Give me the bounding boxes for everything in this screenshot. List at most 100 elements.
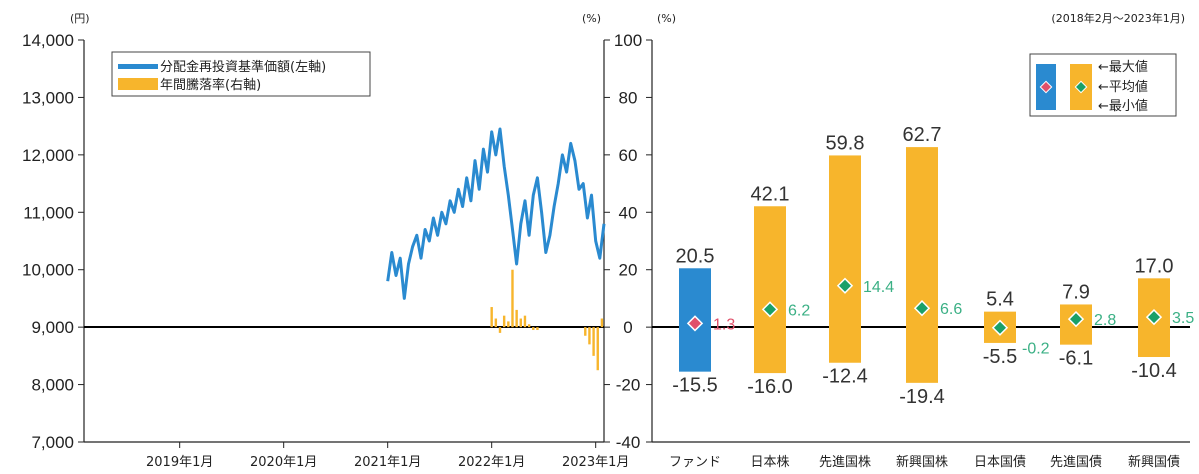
right-unit-label: (%) [582, 12, 601, 25]
left-chart: (円) (%) 14,000 13,000 12,000 11,000 10,000 9,… [22, 12, 652, 470]
return-bar [511, 269, 514, 328]
min-value-label: -6.1 [1059, 348, 1093, 370]
return-bar [536, 327, 539, 331]
left-x-tick-label: 2019年1月 [146, 455, 213, 470]
return-bar [527, 324, 531, 328]
legend-return-label: 年間騰落率(右軸) [160, 77, 261, 93]
return-bar [523, 315, 527, 328]
category-label: 日本国債 [974, 455, 1026, 470]
right-chart: (%) (2018年2月～2023年1月) ファンド 日本株 先進国株 新興国株 日本国… [651, 11, 1194, 470]
legend-nav-swatch [118, 64, 158, 69]
return-bar [515, 309, 518, 328]
return-bar [532, 327, 535, 331]
min-value-label: -15.5 [672, 375, 718, 397]
left-y-tick-label: 10,000 [22, 261, 74, 280]
return-bar [502, 315, 506, 328]
mid-y-tick-label: 80 [619, 88, 638, 107]
left-y-ticks: 14,000 13,000 12,000 11,000 10,000 9,000 8,000… [22, 31, 84, 452]
period-note: (2018年2月～2023年1月) [1051, 11, 1185, 25]
avg-value-label: -0.2 [1022, 341, 1050, 358]
legend-max-label: ←最大値 [1098, 59, 1148, 75]
min-value-label: -16.0 [747, 376, 793, 398]
legend-min-text: 最小値 [1109, 98, 1148, 114]
return-bar [596, 327, 599, 371]
min-value-label: -10.4 [1131, 360, 1177, 382]
mid-y-tick-label: 0 [623, 318, 632, 337]
mid-y-tick-label: -20 [616, 376, 641, 395]
return-bar [507, 321, 510, 328]
min-value-label: -12.4 [822, 366, 868, 388]
max-value-label: 42.1 [751, 183, 790, 205]
left-x-tick-label: 2022年1月 [458, 455, 525, 470]
max-value-label: 20.5 [676, 245, 715, 267]
max-value-label: 7.9 [1062, 281, 1090, 303]
left-unit-label: (円) [70, 12, 90, 25]
left-x-tick-label: 2021年1月 [354, 455, 421, 470]
legend-avg-label: ←平均値 [1098, 79, 1148, 95]
left-y-tick-label: 9,000 [31, 318, 74, 337]
mid-y-ticks: 100 80 60 40 20 0 -20 -40 [604, 31, 652, 452]
mid-y-tick-label: 40 [619, 203, 638, 222]
left-x-ticks: 2019年1月 2020年1月 2021年1月 2022年1月 2023年1月 [146, 442, 629, 470]
legend-min-arrow: ← [1098, 99, 1109, 114]
legend-nav-label: 分配金再投資基準価額(左軸) [160, 59, 326, 75]
left-y-tick-label: 8,000 [31, 376, 74, 395]
max-value-label: 17.0 [1135, 255, 1174, 277]
avg-marker [913, 300, 931, 317]
legend-asset-avg-marker [1074, 80, 1088, 94]
avg-value-label: 6.2 [788, 302, 810, 319]
avg-marker [836, 277, 854, 294]
mid-y-tick-label: 60 [619, 146, 638, 165]
category-label: 新興国債 [1128, 454, 1180, 470]
left-y-tick-label: 14,000 [22, 31, 74, 50]
legend-max-arrow: ← [1098, 60, 1109, 75]
left-y-tick-label: 12,000 [22, 146, 74, 165]
return-bar [494, 318, 498, 328]
range-bar [906, 147, 938, 383]
range-bar [754, 206, 786, 374]
min-value-label: -19.4 [899, 386, 945, 408]
avg-value-label: 6.6 [940, 301, 962, 318]
min-value-label: -5.5 [983, 346, 1017, 368]
return-bar [498, 327, 502, 333]
avg-value-label: 3.5 [1172, 310, 1194, 327]
mid-y-tick-label: 100 [614, 31, 642, 50]
avg-marker [991, 319, 1009, 336]
left-y-tick-label: 13,000 [22, 88, 74, 107]
left-y-tick-label: 7,000 [31, 433, 74, 452]
right-chart-unit: (%) [657, 12, 676, 25]
legend-max-text: 最大値 [1109, 59, 1148, 75]
nav-line-series [386, 127, 606, 300]
left-y-tick-label: 11,000 [23, 203, 74, 222]
return-bar [519, 318, 522, 328]
avg-marker [1145, 308, 1163, 326]
left-x-tick-label: 2023年1月 [562, 455, 629, 470]
legend-fund-avg-marker [1039, 80, 1053, 94]
max-value-label: 5.4 [986, 289, 1014, 311]
range-bars: 20.5 -15.5 1.3 42.1 -16.0 6.2 59.8 -12.4 14.4 62.… [672, 124, 1194, 408]
max-value-label: 62.7 [903, 124, 942, 146]
avg-marker [686, 315, 704, 332]
legend-avg-text: 平均値 [1109, 79, 1148, 95]
avg-value-label: 2.8 [1094, 312, 1116, 329]
category-label: 先進国債 [1050, 455, 1102, 470]
return-bar [592, 327, 595, 356]
return-bar [490, 307, 493, 328]
avg-marker [761, 301, 779, 318]
return-bar [584, 327, 587, 336]
range-bar [829, 155, 861, 363]
legend-return-swatch [118, 78, 158, 90]
right-x-ticks: ファンド 日本株 先進国株 新興国株 日本国債 先進国債 新興国債 [669, 454, 1180, 470]
avg-marker [1067, 310, 1085, 328]
avg-value-label: 14.4 [863, 279, 894, 296]
avg-value-label: 1.3 [713, 316, 735, 333]
max-value-label: 59.8 [826, 132, 865, 154]
category-label: 新興国株 [896, 454, 948, 470]
legend-avg-arrow: ← [1098, 80, 1109, 95]
category-label: 先進国株 [819, 455, 871, 470]
return-bar [600, 318, 604, 328]
mid-y-tick-label: 20 [619, 261, 638, 280]
left-x-tick-label: 2020年1月 [250, 455, 317, 470]
legend-min-label: ←最小値 [1098, 98, 1148, 114]
